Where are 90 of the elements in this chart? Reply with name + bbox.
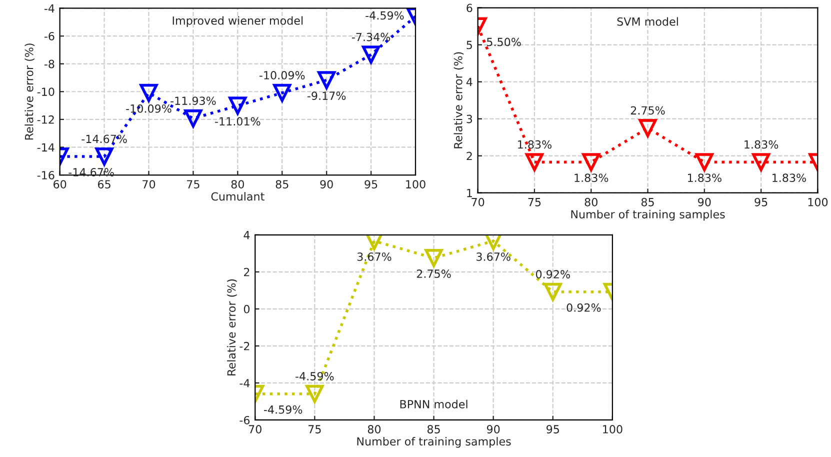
annotation: BPNN model	[400, 400, 468, 408]
data-label: 1.83%	[744, 140, 778, 149]
data-label: -9.17%	[307, 92, 346, 100]
point	[362, 46, 380, 64]
point	[184, 109, 202, 128]
x-tick-label: 75	[528, 198, 541, 206]
point	[638, 119, 657, 138]
point	[484, 234, 502, 250]
data-label: 3.67%	[476, 252, 510, 261]
x-tick-label: 100	[808, 198, 828, 206]
data-label: -4.59%	[296, 372, 334, 380]
x-tick-label: 85	[276, 180, 288, 188]
point	[424, 249, 443, 268]
data-label: 1.83%	[518, 140, 552, 149]
y-tick-label: 3	[466, 114, 472, 124]
x-tick-label: 95	[754, 198, 768, 206]
point	[544, 282, 562, 301]
y-tick-label: 2	[466, 152, 472, 160]
data-label: 2.75%	[416, 270, 451, 278]
data-label: 1.83%	[772, 174, 806, 182]
x-tick-label: 75	[187, 180, 200, 188]
data-label: -11.93%	[170, 96, 216, 106]
point	[306, 384, 324, 403]
x-tick-label: 80	[231, 180, 244, 188]
data-label: -11.01%	[215, 117, 260, 126]
x-tick-label: 65	[98, 180, 110, 188]
x-tick-label: 95	[546, 425, 559, 434]
y-tick-label: -10	[37, 88, 54, 96]
data-label: -4.59%	[366, 11, 404, 20]
x-tick-label: 85	[641, 198, 654, 206]
point	[582, 153, 600, 172]
data-label: -10.09%	[126, 104, 172, 113]
x-tick-label: 70	[248, 425, 262, 434]
y-tick-label: -6	[44, 32, 54, 40]
x-tick-label: 100	[406, 180, 426, 188]
x-tick-label: 85	[427, 425, 440, 434]
y-axis-title: Relative error (%)	[454, 52, 464, 148]
y-tick-label: -2	[240, 342, 250, 350]
annotation: Improved wiener model	[172, 16, 303, 27]
y-tick-label: 6	[466, 4, 472, 12]
data-label: -14.67%	[82, 134, 127, 144]
data-label: -4.59%	[264, 405, 302, 414]
x-tick-label: 80	[368, 425, 381, 434]
data-label: 1.83%	[688, 174, 722, 182]
x-axis-title: Number of training samples	[357, 436, 511, 448]
y-axis-title: Relative error (%)	[227, 279, 237, 376]
y-tick-label: 2	[244, 268, 250, 276]
data-label: 2.75%	[630, 106, 665, 115]
x-tick-label: 60	[54, 180, 66, 188]
x-tick-label: 80	[584, 198, 598, 206]
point	[95, 148, 114, 166]
y-tick-label: -4	[240, 379, 250, 388]
point	[525, 153, 544, 172]
y-tick-label: -8	[44, 60, 54, 68]
y-tick-label: -4	[44, 4, 54, 12]
point	[228, 96, 247, 115]
x-tick-label: 70	[142, 180, 156, 188]
data-label: 0.92%	[566, 303, 601, 312]
point	[752, 153, 770, 172]
data-label: -10.09%	[259, 71, 305, 80]
y-tick-label: 4	[466, 78, 472, 86]
y-tick-label: -6	[240, 416, 250, 424]
y-tick-label: -12	[37, 115, 54, 124]
x-tick-label: 90	[698, 198, 711, 206]
x-tick-label: 100	[603, 425, 622, 434]
y-axis-title: Relative error (%)	[24, 44, 35, 140]
point	[273, 84, 292, 102]
data-label: 5.50%	[487, 38, 521, 46]
point	[318, 71, 336, 90]
x-axis-title: Number of training samples	[571, 210, 725, 221]
y-tick-label: 0	[244, 304, 250, 314]
x-tick-label: 75	[308, 425, 321, 434]
x-axis-title: Cumulant	[211, 192, 264, 201]
y-tick-label: 4	[244, 231, 250, 240]
annotation: SVM model	[617, 17, 678, 26]
data-label: 1.83%	[574, 174, 608, 182]
x-tick-label: 95	[364, 180, 378, 188]
point	[140, 84, 158, 102]
x-tick-label: 90	[320, 180, 333, 188]
y-tick-label: 5	[466, 40, 472, 50]
data-label: 3.67%	[357, 252, 392, 261]
y-tick-label: -14	[37, 143, 54, 152]
data-label: 0.92%	[536, 270, 570, 278]
x-tick-label: 70	[472, 198, 484, 206]
data-label: -7.34%	[352, 32, 390, 42]
x-tick-label: 90	[486, 425, 500, 434]
point	[695, 153, 714, 172]
point	[365, 234, 384, 250]
y-tick-label: -16	[37, 171, 54, 180]
y-tick-label: 1	[467, 188, 472, 198]
